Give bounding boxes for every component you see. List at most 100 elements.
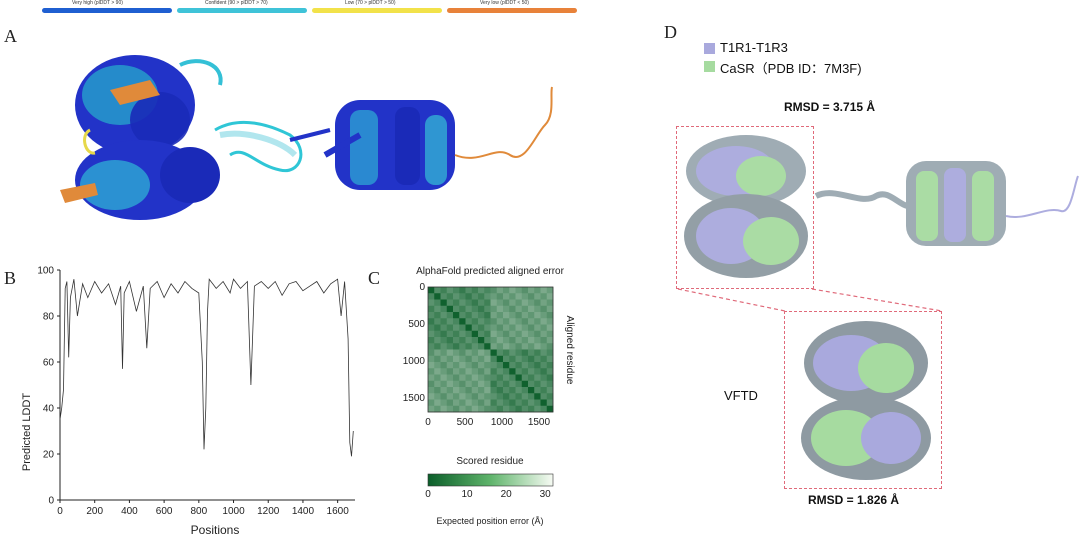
heatmap-cell	[496, 305, 504, 313]
heatmap-cell	[471, 287, 479, 294]
heatmap-cell	[446, 349, 454, 357]
panel-label-a: A	[4, 26, 17, 46]
plddt-legend-label: Very low (plDDT < 50)	[480, 0, 529, 6]
panel-label-c: C	[368, 268, 381, 288]
heatmap-cell	[484, 405, 491, 413]
heatmap-cell	[521, 349, 529, 357]
heatmap-cell	[484, 362, 491, 369]
heatmap-cell	[471, 312, 479, 319]
heatmap-cell	[484, 380, 491, 388]
superposition-structure-image	[684, 135, 1079, 278]
heatmap-cell	[496, 324, 504, 332]
heatmap-cell	[478, 312, 485, 319]
heatmap-cell	[521, 368, 529, 375]
y-tick-label: 100	[37, 266, 54, 277]
heatmap-cell	[546, 330, 554, 338]
heatmap-cell	[465, 355, 473, 363]
heatmap-cell	[534, 318, 541, 325]
heatmap-cell	[428, 393, 435, 400]
heatmap-cell	[515, 299, 523, 307]
heatmap-x-tick-label: 500	[457, 417, 474, 428]
heatmap-cell	[440, 393, 448, 400]
heatmap-cell	[459, 299, 466, 307]
heatmap-cell	[503, 387, 510, 394]
heatmap-cell	[428, 312, 435, 319]
heatmap-cell	[496, 287, 504, 294]
heatmap-cell	[509, 337, 516, 344]
heatmap-cell	[446, 337, 454, 344]
heatmap-cell	[528, 324, 535, 332]
heatmap-cell	[428, 293, 435, 300]
heatmap-cell	[490, 374, 498, 382]
heatmap-cell	[434, 362, 441, 369]
heatmap-cell	[534, 337, 541, 344]
heatmap-cell	[465, 374, 473, 382]
heatmap-cell	[440, 293, 448, 300]
heatmap-cell	[528, 387, 535, 394]
heatmap-cell	[509, 312, 516, 319]
heatmap-cell	[515, 287, 523, 294]
heatmap-cell	[496, 318, 504, 325]
heatmap-cell	[503, 343, 510, 350]
heatmap-cell	[540, 312, 548, 319]
heatmap-cell	[471, 349, 479, 357]
heatmap-cell	[440, 324, 448, 332]
x-tick-label: 400	[121, 506, 138, 517]
plddt-series-line	[59, 278, 354, 457]
heatmap-x-tick-label: 1500	[528, 417, 551, 428]
heatmap-cell	[496, 387, 504, 394]
heatmap-cell	[540, 368, 548, 375]
heatmap-cell	[484, 287, 491, 294]
heatmap-title: AlphaFold predicted aligned error	[416, 266, 565, 277]
heatmap-cell	[471, 330, 479, 338]
heatmap-cell	[540, 305, 548, 313]
legend-label-casr: CaSR（PDB ID：7M3F)	[720, 61, 862, 76]
heatmap-cell	[509, 355, 516, 363]
heatmap-cell	[428, 330, 435, 338]
heatmap-cell	[521, 330, 529, 338]
heatmap-cell	[534, 349, 541, 357]
colorbar-tick-label: 20	[501, 489, 513, 500]
heatmap-cell	[540, 318, 548, 325]
heatmap-cell	[546, 299, 554, 307]
x-tick-label: 1600	[327, 506, 350, 517]
heatmap-y-tick-label: 1500	[403, 393, 426, 404]
heatmap-cell	[484, 343, 491, 350]
heatmap-cell	[453, 399, 460, 407]
heatmap-cell	[459, 287, 466, 294]
heatmap-cell	[528, 343, 535, 350]
heatmap-cell	[434, 287, 441, 294]
heatmap-cell	[509, 405, 516, 413]
panel-label-d: D	[664, 22, 677, 42]
plddt-legend-label: Confident (90 > plDDT > 70)	[205, 0, 268, 6]
alphafold-structure-image	[60, 55, 553, 220]
plddt-legend-label: Low (70 > plDDT > 50)	[345, 0, 396, 6]
heatmap-cell	[503, 368, 510, 375]
heatmap-cell	[453, 287, 460, 294]
heatmap-cell	[521, 324, 529, 332]
heatmap-cell	[446, 330, 454, 338]
heatmap-cell	[546, 374, 554, 382]
heatmap-cell	[465, 305, 473, 313]
heatmap-cell	[434, 374, 441, 382]
heatmap-cell	[428, 355, 435, 363]
x-tick-label: 1400	[292, 506, 315, 517]
heatmap-cell	[446, 324, 454, 332]
heatmap-cell	[446, 380, 454, 388]
heatmap-cell	[465, 324, 473, 332]
heatmap-cell	[465, 387, 473, 394]
heatmap-cell	[484, 337, 491, 344]
heatmap-cell	[459, 368, 466, 375]
heatmap-cell	[478, 374, 485, 382]
heatmap-cell	[434, 355, 441, 363]
heatmap-cell	[496, 393, 504, 400]
vftd-zoom-box	[784, 311, 942, 489]
heatmap-cell	[515, 312, 523, 319]
heatmap-cell	[546, 362, 554, 369]
heatmap-cell	[515, 305, 523, 313]
vftd-label: VFTD	[724, 388, 758, 403]
heatmap-cell	[478, 305, 485, 313]
heatmap-cell	[521, 405, 529, 413]
heatmap-cell	[453, 387, 460, 394]
heatmap-cell	[521, 380, 529, 388]
